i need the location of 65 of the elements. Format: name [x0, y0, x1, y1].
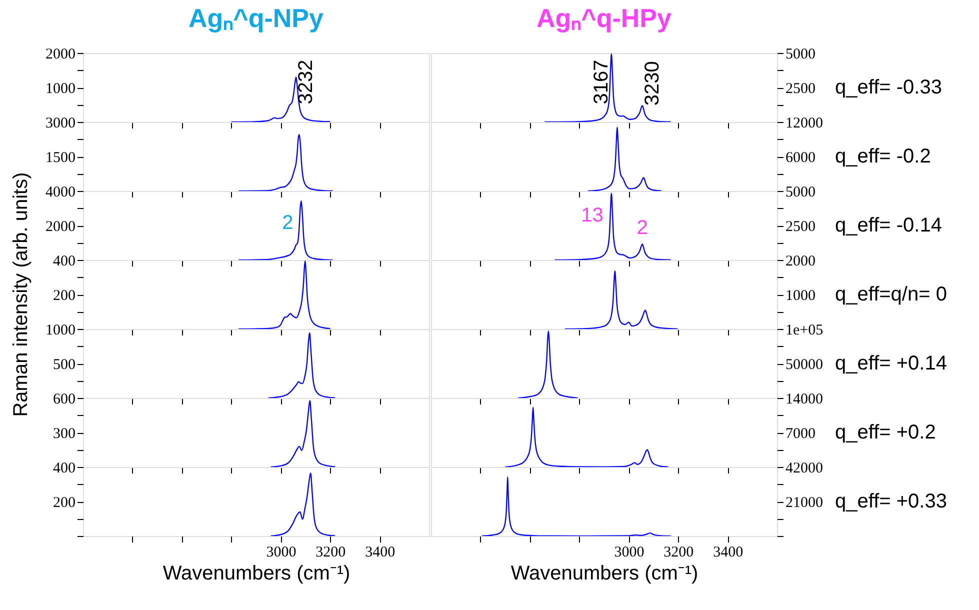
text: q_eff= +0.14 — [835, 352, 947, 374]
y-tick-label: 5000 — [786, 46, 816, 62]
y-tick-label: 1000 — [46, 322, 76, 338]
y-tick-label: 400 — [53, 254, 76, 270]
x-axis-title: Wavenumbers (cm⁻¹) — [162, 562, 350, 584]
x-tick-label: 3200 — [316, 544, 346, 560]
y-tick-label: 600 — [53, 392, 76, 408]
annotation: 3232 — [295, 60, 318, 104]
text: q_eff= -0.33 — [835, 76, 942, 98]
annotation: 2 — [282, 212, 294, 234]
text: q_eff=q/n= 0 — [835, 284, 947, 306]
annotation: 2 — [636, 217, 648, 240]
chart-title: Agₙ^q-NPy — [188, 3, 324, 33]
y-tick-label: 7000 — [786, 426, 816, 442]
y-tick-label: 200 — [53, 495, 76, 511]
y-tick-label: 4000 — [46, 184, 76, 200]
line-series — [587, 126, 662, 191]
line-series — [481, 476, 672, 536]
text: q_eff= -0.14 — [835, 214, 942, 236]
text: q_eff= +0.2 — [835, 422, 936, 444]
annotation: 3230 — [641, 61, 664, 106]
line-series — [504, 406, 669, 467]
text: q_eff= +0.33 — [835, 490, 947, 512]
y-tick-label: 2500 — [786, 81, 816, 97]
y-tick-label: 5000 — [786, 184, 816, 200]
x-tick-label: 3000 — [614, 544, 644, 560]
y-tick-label: 1500 — [46, 150, 76, 166]
y-tick-label: 50000 — [786, 357, 823, 373]
x-tick-label: 3400 — [713, 544, 744, 560]
annotation: 3167 — [590, 60, 612, 104]
y-axis-title: Raman intensity (arb. units) — [10, 172, 32, 417]
y-tick-label: 300 — [53, 426, 76, 442]
line-series — [564, 270, 678, 329]
y-tick-label: 42000 — [786, 460, 823, 476]
y-tick-label: 3000 — [46, 116, 76, 132]
y-tick-label: 21000 — [786, 495, 823, 511]
y-tick-label: 2000 — [46, 219, 76, 235]
line-series — [238, 134, 334, 191]
x-tick-label: 3400 — [365, 544, 396, 560]
y-tick-label: 1e+05 — [786, 322, 824, 338]
line-series — [238, 200, 334, 260]
y-tick-label: 400 — [53, 460, 76, 476]
y-tick-label: 1000 — [46, 81, 76, 97]
y-tick-label: 14000 — [786, 392, 823, 408]
x-tick-label: 3000 — [266, 544, 296, 560]
y-tick-label: 6000 — [786, 150, 816, 166]
line-series — [270, 400, 336, 467]
y-tick-label: 500 — [53, 357, 76, 373]
y-tick-label: 2000 — [786, 254, 816, 270]
line-series — [268, 332, 336, 398]
y-tick-label: 2500 — [786, 219, 816, 235]
x-axis-title: Wavenumbers (cm⁻¹) — [510, 562, 698, 584]
annotation: 13 — [581, 204, 604, 226]
line-series — [518, 330, 578, 398]
y-tick-label: 2000 — [46, 46, 76, 62]
y-tick-label: 12000 — [786, 116, 823, 132]
line-series — [554, 192, 672, 260]
line-series — [238, 260, 331, 329]
x-tick-label: 3200 — [664, 544, 694, 560]
chart-title: Agₙ^q-HPy — [536, 3, 672, 33]
y-tick-label: 200 — [53, 288, 76, 304]
line-series — [544, 53, 672, 122]
line-series — [270, 472, 336, 536]
y-tick-label: 1000 — [786, 288, 816, 304]
text: q_eff= -0.2 — [835, 146, 931, 168]
